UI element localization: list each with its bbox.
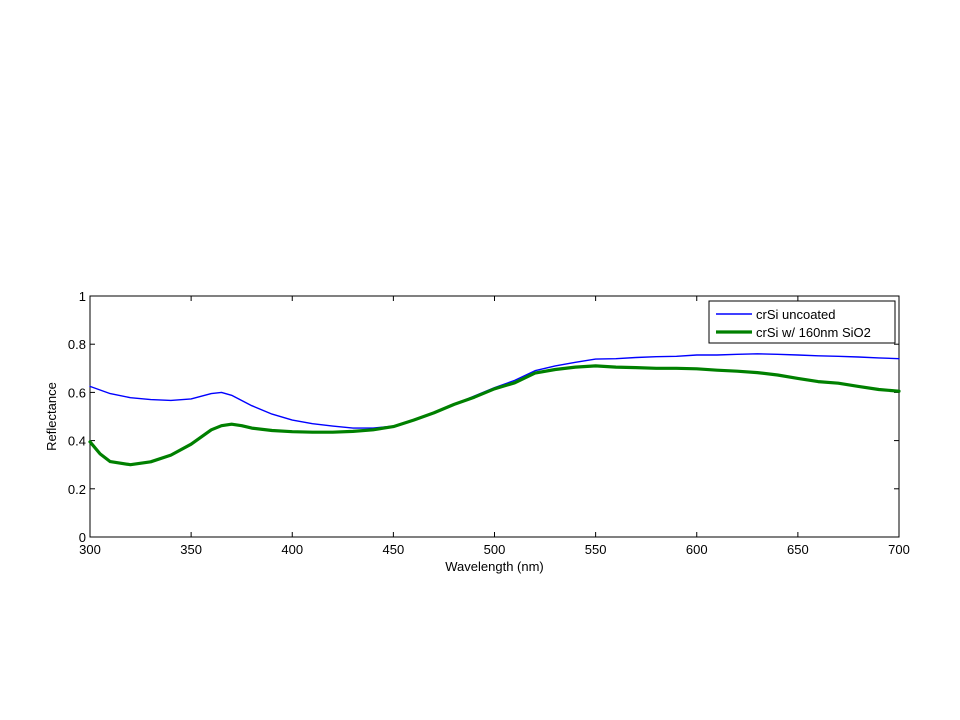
x-tick-label: 700 xyxy=(888,542,910,557)
y-tick-label: 0.4 xyxy=(68,434,86,449)
y-tick-label: 0.8 xyxy=(68,337,86,352)
x-tick-label: 350 xyxy=(180,542,202,557)
x-tick-label: 400 xyxy=(281,542,303,557)
x-tick-label: 500 xyxy=(484,542,506,557)
x-tick-label: 600 xyxy=(686,542,708,557)
y-tick-label: 0.6 xyxy=(68,385,86,400)
legend-entry-uncoated: crSi uncoated xyxy=(756,307,836,322)
x-tick-label: 550 xyxy=(585,542,607,557)
legend: crSi uncoated crSi w/ 160nm SiO2 xyxy=(708,300,896,344)
x-axis: 300 350 400 450 500 550 600 650 700 xyxy=(79,296,910,557)
y-tick-label: 0.2 xyxy=(68,482,86,497)
y-axis-label: Reflectance xyxy=(44,382,59,451)
x-axis-label: Wavelength (nm) xyxy=(445,559,544,574)
y-tick-label: 1 xyxy=(79,289,86,304)
x-tick-label: 300 xyxy=(79,542,101,557)
series-lines xyxy=(88,353,901,467)
series-line-sio2 xyxy=(88,364,901,467)
legend-entry-sio2: crSi w/ 160nm SiO2 xyxy=(756,325,871,340)
x-tick-label: 450 xyxy=(383,542,405,557)
y-tick-label: 0 xyxy=(79,530,86,545)
legend-box xyxy=(708,300,896,344)
y-axis: 0 0.2 0.4 0.6 0.8 1 xyxy=(68,289,899,545)
x-tick-label: 650 xyxy=(787,542,809,557)
